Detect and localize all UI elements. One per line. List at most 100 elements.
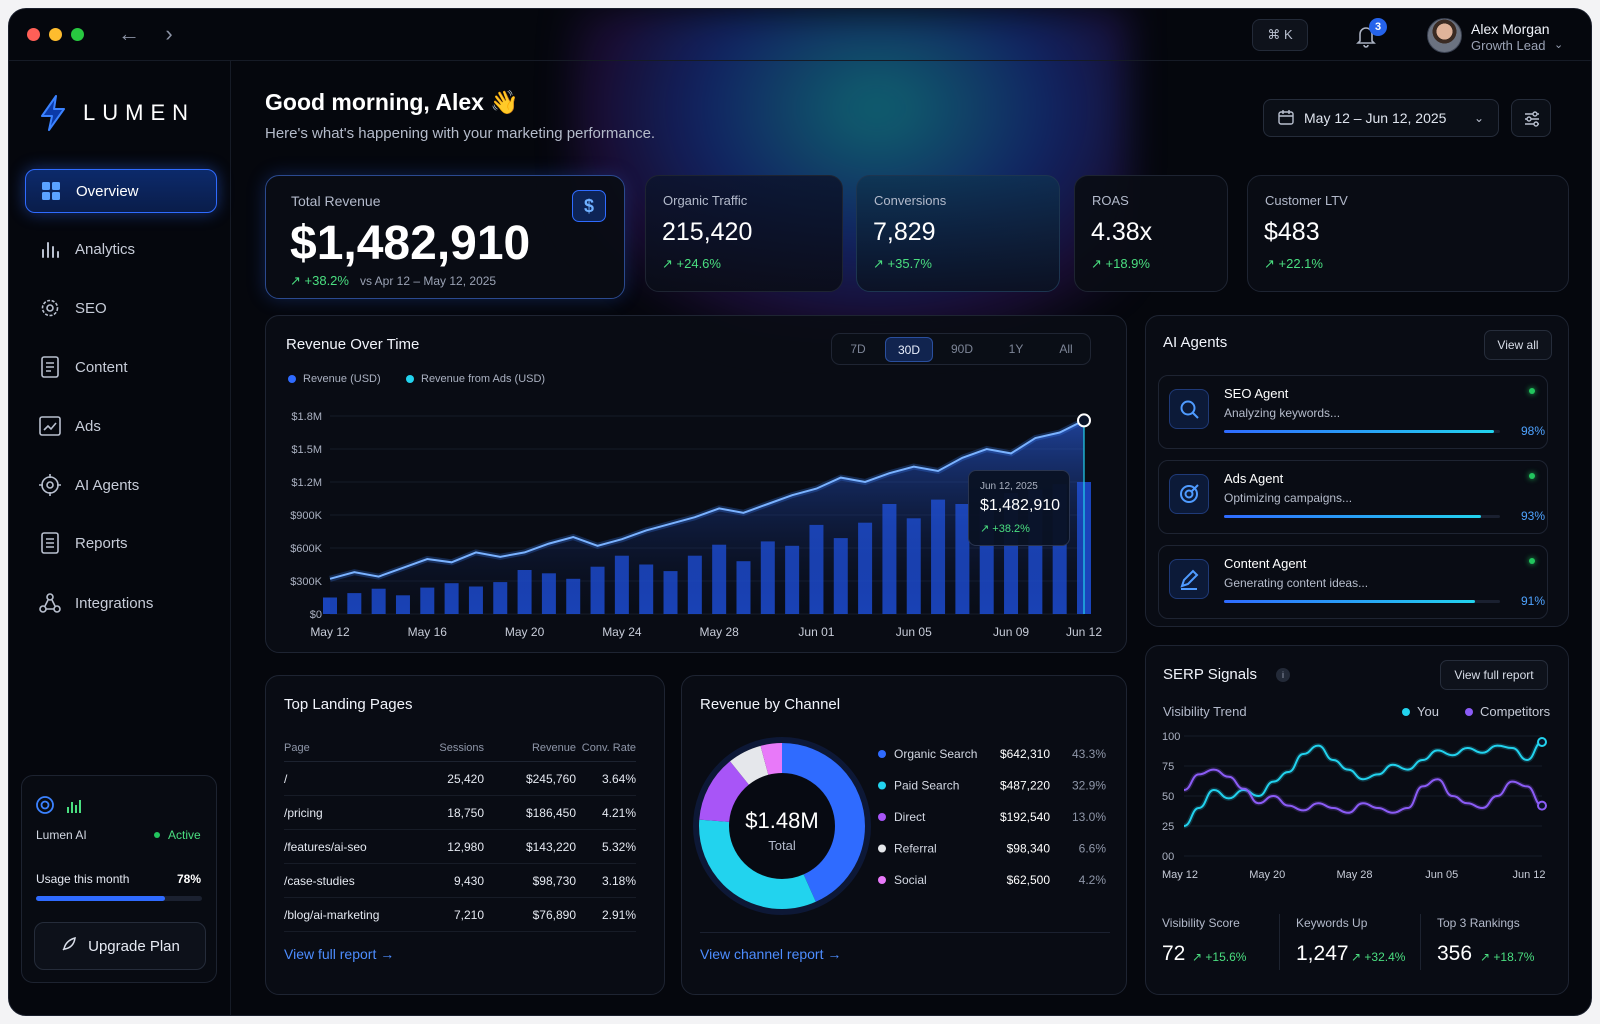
- sidebar-item-label: Reports: [75, 534, 128, 552]
- legend-competitors: Competitors: [1465, 704, 1550, 719]
- upgrade-plan-button[interactable]: Upgrade Plan: [34, 922, 206, 970]
- back-arrow-icon[interactable]: ←: [118, 21, 140, 46]
- kpi-label: Organic Traffic: [663, 193, 748, 208]
- title-bar: ← › ⌘ K 3 Alex Morgan Growth Lead ⌄: [9, 9, 1591, 61]
- agent-seo[interactable]: SEO Agent Analyzing keywords... 98%: [1158, 375, 1548, 449]
- bell-icon[interactable]: [1354, 23, 1378, 49]
- filter-settings-button[interactable]: [1511, 99, 1551, 137]
- target-icon: [39, 474, 61, 496]
- sidebar-item-analytics[interactable]: Analytics: [25, 227, 217, 271]
- donut-hole: [730, 774, 834, 878]
- serp-card: SERP Signals i View full report Visibili…: [1145, 645, 1569, 995]
- tooltip-delta: ↗ +38.2%: [980, 523, 1030, 535]
- forward-arrow-icon[interactable]: ›: [165, 21, 173, 46]
- kpi-card-organic-traffic[interactable]: Organic Traffic 215,420 ↗ +24.6%: [645, 175, 843, 292]
- page-title: Good morning, Alex 👋: [265, 89, 519, 115]
- usage-label: Usage this month: [36, 872, 130, 886]
- legend-channel-pct: 32.9%: [1072, 779, 1106, 793]
- sidebar: LUMEN Overview Analytics SEO Content Ads…: [9, 61, 231, 1015]
- legend-channel-name: Paid Search: [894, 779, 959, 793]
- legend-revenue: Revenue (USD): [288, 373, 381, 385]
- user-role[interactable]: Growth Lead: [1471, 38, 1546, 53]
- x-tick-label: May 12: [310, 625, 350, 639]
- view-full-report-button[interactable]: View full report: [1440, 660, 1548, 690]
- series-end-point: [1537, 800, 1547, 811]
- dollar-icon: $: [572, 190, 606, 222]
- legend-channel-value: $642,310: [1000, 747, 1050, 761]
- visibility-trend-chart: 00 25 50 75 100 May 12 May 20 May 28 Jun 05 Jun 1…: [1162, 731, 1547, 881]
- agent-name: SEO Agent: [1224, 386, 1289, 401]
- status-badge: Active: [168, 828, 201, 842]
- date-range-picker[interactable]: May 12 – Jun 12, 2025 ⌄: [1263, 99, 1499, 137]
- target-icon: [1169, 474, 1209, 514]
- status-dot: [154, 832, 160, 838]
- legend-you: You: [1402, 704, 1439, 719]
- avatar[interactable]: [1427, 18, 1462, 53]
- agent-progress-fill: [1224, 600, 1476, 603]
- series-line: [1183, 768, 1543, 814]
- kpi-card-customer-ltv[interactable]: Customer LTV $483 ↗ +22.1%: [1247, 175, 1569, 292]
- document-icon: [39, 356, 61, 378]
- stat-delta: ↗ +18.7%: [1480, 950, 1535, 964]
- kpi-card-total-revenue[interactable]: Total Revenue $ $1,482,910 ↗ +38.2% vs A…: [265, 175, 625, 299]
- close-window-button[interactable]: [27, 28, 40, 41]
- range-90d[interactable]: 90D: [950, 342, 973, 356]
- view-channel-report-link[interactable]: View channel report →: [700, 946, 842, 962]
- kpi-card-roas[interactable]: ROAS 4.38x ↗ +18.9%: [1074, 175, 1228, 292]
- y-tick-label: $300K: [290, 576, 322, 588]
- sidebar-item-ai-agents[interactable]: AI Agents: [25, 463, 217, 507]
- info-icon[interactable]: i: [1276, 668, 1290, 682]
- range-7d[interactable]: 7D: [850, 342, 866, 356]
- channel-card: Revenue by Channel $1.48M Total Organic Se…: [681, 675, 1127, 995]
- landing-pages-table: Page Sessions Revenue Conv. Rate /25,420…: [284, 734, 636, 932]
- network-icon: [39, 592, 61, 614]
- command-palette-button[interactable]: ⌘ K: [1252, 19, 1308, 51]
- grid-icon: [40, 180, 62, 202]
- chevron-down-icon[interactable]: ⌄: [1554, 39, 1564, 51]
- table-row[interactable]: /pricing 18,750 $186,450 4.21%: [284, 796, 636, 830]
- agent-progress-bar: [1224, 430, 1500, 433]
- legend-channel-pct: 43.3%: [1072, 747, 1106, 761]
- x-tick-label: Jun 09: [993, 625, 1029, 639]
- agent-content[interactable]: Content Agent Generating content ideas..…: [1158, 545, 1548, 619]
- divider: [700, 932, 1110, 933]
- sidebar-item-reports[interactable]: Reports: [25, 521, 217, 565]
- legend-dot: [878, 813, 886, 821]
- agent-progress-fill: [1224, 515, 1481, 518]
- table-row[interactable]: /features/ai-seo 12,980 $143,220 5.32%: [284, 830, 636, 864]
- legend-channel-pct: 13.0%: [1072, 810, 1106, 824]
- stat-value: 72: [1162, 942, 1186, 965]
- pen-icon: [1169, 559, 1209, 599]
- range-30d[interactable]: 30D: [885, 337, 933, 362]
- donut-slice: [699, 743, 865, 909]
- legend-channel-value: $98,340: [1007, 842, 1051, 856]
- sidebar-item-integrations[interactable]: Integrations: [25, 581, 217, 625]
- range-1y[interactable]: 1Y: [1008, 342, 1024, 356]
- stat-label: Keywords Up: [1296, 916, 1368, 930]
- sidebar-item-seo[interactable]: SEO: [25, 286, 217, 330]
- agent-ads[interactable]: Ads Agent Optimizing campaigns... 93%: [1158, 460, 1548, 534]
- sidebar-item-ads[interactable]: Ads: [25, 404, 217, 448]
- sliders-icon: [1525, 111, 1539, 127]
- range-all[interactable]: All: [1059, 342, 1073, 356]
- kpi-label: ROAS: [1092, 193, 1129, 208]
- kpi-card-conversions[interactable]: Conversions 7,829 ↗ +35.7%: [856, 175, 1060, 292]
- x-tick-label: May 16: [408, 625, 448, 639]
- y-tick-label: $0: [310, 609, 322, 621]
- table-row[interactable]: /case-studies 9,430 $98,730 3.18%: [284, 864, 636, 898]
- agent-progress-percent: 93%: [1521, 509, 1546, 523]
- user-name[interactable]: Alex Morgan: [1471, 21, 1550, 37]
- table-row[interactable]: /25,420 $245,760 3.64%: [284, 762, 636, 796]
- y-tick-label: $1.2M: [291, 477, 322, 489]
- channel-title: Revenue by Channel: [700, 696, 841, 713]
- minimize-window-button[interactable]: [49, 28, 62, 41]
- view-full-report-link[interactable]: View full report →: [284, 946, 395, 962]
- x-tick-label: May 20: [1249, 869, 1285, 881]
- maximize-window-button[interactable]: [71, 28, 84, 41]
- sidebar-item-label: Overview: [76, 182, 139, 200]
- table-row[interactable]: /blog/ai-marketing 7,210 $76,890 2.91%: [284, 898, 636, 932]
- view-all-button[interactable]: View all: [1484, 330, 1552, 360]
- sidebar-item-overview[interactable]: Overview: [25, 169, 217, 213]
- logo[interactable]: LUMEN: [39, 95, 195, 131]
- sidebar-item-content[interactable]: Content: [25, 345, 217, 389]
